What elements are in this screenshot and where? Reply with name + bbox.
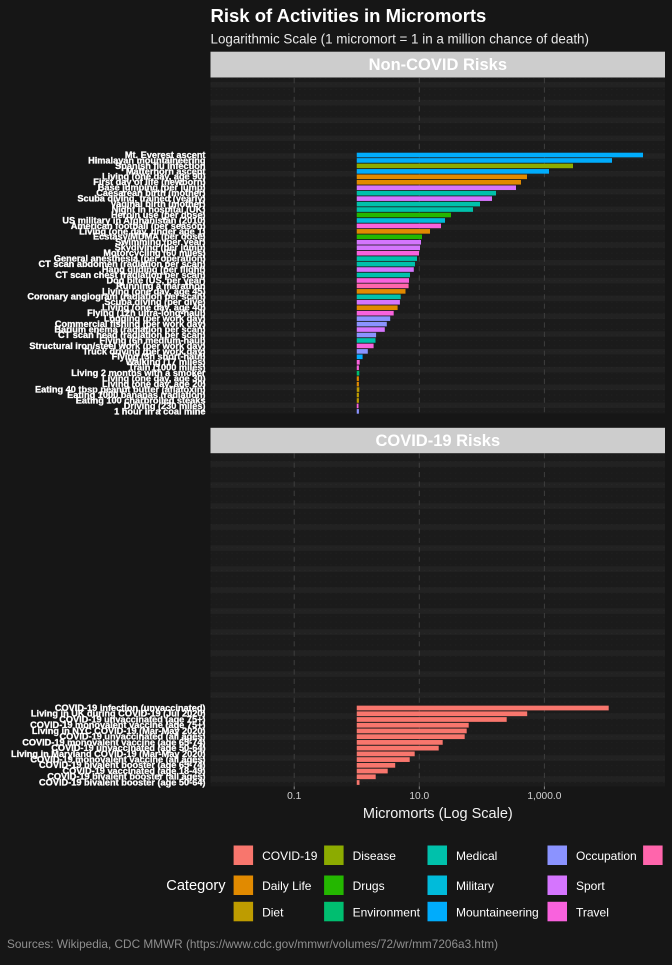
svg-text:Coronary angiogram (radiation: Coronary angiogram (radiation per scan) — [27, 292, 205, 302]
svg-text:Vaginal birth (mother): Vaginal birth (mother) — [111, 199, 206, 209]
svg-text:Category: Category — [166, 878, 226, 894]
svg-text:COVID-19 monovalent vaccine (a: COVID-19 monovalent vaccine (age 75+) — [30, 720, 205, 730]
svg-text:US military in Afghanistan (20: US military in Afghanistan (2010) — [62, 215, 205, 225]
svg-text:Hang gliding (per flight): Hang gliding (per flight) — [102, 264, 206, 274]
svg-text:Heroin use (per dose): Heroin use (per dose) — [111, 210, 205, 220]
svg-text:COVID-19 unvaccinated (age 75+: COVID-19 unvaccinated (age 75+) — [59, 714, 205, 724]
svg-text:COVID-19 bivalent booster (age: COVID-19 bivalent booster (age 50-64) — [39, 777, 205, 787]
svg-text:Commercial fishing (per work d: Commercial fishing (per work day) — [55, 319, 206, 329]
svg-text:Eating 40 tbsp peanut butter (: Eating 40 tbsp peanut butter (aflatoxin) — [35, 384, 206, 394]
svg-text:Matterhorn ascent: Matterhorn ascent — [126, 166, 206, 176]
svg-text:Logging (per work day): Logging (per work day) — [104, 314, 206, 324]
svg-text:Non-COVID Risks: Non-COVID Risks — [369, 56, 507, 74]
svg-text:Occupation: Occupation — [576, 849, 637, 863]
svg-text:Skydiving (per jump): Skydiving (per jump) — [115, 243, 206, 253]
svg-text:Living (one day, age 20): Living (one day, age 20) — [102, 379, 205, 389]
svg-text:Environment: Environment — [353, 905, 421, 919]
svg-text:Driving (230 miles): Driving (230 miles) — [124, 401, 206, 411]
svg-text:COVID-19 bivalent booster (age: COVID-19 bivalent booster (age 65-74) — [39, 760, 205, 770]
svg-text:COVID-19 bivalent booster (all: COVID-19 bivalent booster (all ages) — [47, 772, 205, 782]
svg-text:Risk of Activities in Micromor: Risk of Activities in Micromorts — [211, 5, 487, 26]
svg-text:Living in NYC COVID-19 (Mar-Ma: Living in NYC COVID-19 (Mar-May 2020) — [32, 726, 206, 736]
svg-text:Living (one day, age 90): Living (one day, age 90) — [102, 172, 205, 182]
svg-text:Travel: Travel — [576, 905, 609, 919]
svg-text:CT scan abdomen (radiation per: CT scan abdomen (radiation per scan) — [39, 259, 206, 269]
svg-text:Mt. Everest ascent: Mt. Everest ascent — [125, 150, 206, 160]
svg-text:Caesarean birth (mother): Caesarean birth (mother) — [96, 188, 205, 198]
svg-text:0.1: 0.1 — [287, 791, 301, 802]
svg-text:Mountaineering: Mountaineering — [456, 905, 539, 919]
svg-text:Dog bite (US, per year): Dog bite (US, per year) — [106, 275, 205, 285]
svg-text:Eating 1000 bananas (radiation: Eating 1000 bananas (radiation) — [67, 390, 205, 400]
svg-text:Medical: Medical — [456, 849, 497, 863]
svg-text:COVID-19 monovalent vaccine (a: COVID-19 monovalent vaccine (age 65-74) — [22, 737, 205, 747]
svg-text:Flying (12h ultra-long-haul): Flying (12h ultra-long-haul) — [87, 308, 205, 318]
svg-text:First day of life (newborn): First day of life (newborn) — [93, 177, 205, 187]
svg-text:Base jumping (per jump): Base jumping (per jump) — [98, 183, 206, 193]
svg-text:Living (one day, age 40): Living (one day, age 40) — [102, 303, 205, 313]
svg-text:Drugs: Drugs — [353, 879, 385, 893]
svg-text:COVID-19 Risks: COVID-19 Risks — [375, 432, 500, 450]
svg-text:Structural iron/steel work (pe: Structural iron/steel work (per work day… — [29, 341, 205, 351]
svg-text:Train (1000 miles): Train (1000 miles) — [128, 363, 205, 373]
svg-text:Living (one day, under age 1): Living (one day, under age 1) — [79, 226, 205, 236]
svg-text:Daily Life: Daily Life — [262, 879, 312, 893]
svg-text:Flying (6h medium-haul): Flying (6h medium-haul) — [99, 335, 205, 345]
svg-text:Walking (17 miles): Walking (17 miles) — [126, 357, 206, 367]
svg-text:Scuba diving, trained (yearly): Scuba diving, trained (yearly) — [77, 194, 205, 204]
svg-text:1 hour in a coal mine: 1 hour in a coal mine — [114, 406, 205, 416]
svg-text:COVID-19 vaccinated (age 18-49: COVID-19 vaccinated (age 18-49) — [63, 766, 206, 776]
svg-text:Logarithmic Scale (1 micromort: Logarithmic Scale (1 micromort = 1 in a … — [211, 32, 589, 47]
svg-text:Eating 100 charbroiled steaks: Eating 100 charbroiled steaks — [76, 395, 206, 405]
svg-text:American football (per season): American football (per season) — [71, 221, 206, 231]
svg-text:COVID-19 unvaccinated (all age: COVID-19 unvaccinated (all ages) — [59, 732, 205, 742]
svg-text:Living in UK during COVID-19 (: Living in UK during COVID-19 (Jul 2020) — [31, 709, 206, 719]
svg-text:Scuba diving (per dive): Scuba diving (per dive) — [104, 297, 205, 307]
svg-text:CT scan head (radiation per sc: CT scan head (radiation per scan) — [58, 330, 206, 340]
svg-text:Swimming (per year): Swimming (per year) — [115, 237, 205, 247]
svg-text:Living in Maryland COVID-19 (M: Living in Maryland COVID-19 (Mar-May 202… — [11, 749, 206, 759]
svg-text:Spanish flu infection: Spanish flu infection — [115, 161, 206, 171]
svg-text:COVID-19 monovalent vaccine (a: COVID-19 monovalent vaccine (all ages) — [30, 754, 205, 764]
svg-text:Living (one day, age 30): Living (one day, age 30) — [102, 374, 205, 384]
svg-text:Living 2 months with a smoker: Living 2 months with a smoker — [71, 368, 206, 378]
svg-text:10.0: 10.0 — [409, 791, 429, 802]
svg-text:Barium enema (radiation per sc: Barium enema (radiation per scan) — [54, 324, 205, 334]
svg-text:Himalayan mountaineering: Himalayan mountaineering — [88, 155, 205, 165]
svg-text:General anesthesia (per operat: General anesthesia (per operation) — [54, 254, 206, 264]
svg-text:COVID-19 unvaccinated (age 50-: COVID-19 unvaccinated (age 50-64) — [51, 743, 205, 753]
svg-text:Military: Military — [456, 879, 494, 893]
svg-text:1,000.0: 1,000.0 — [527, 791, 561, 802]
svg-text:Sources: Wikipedia, CDC MMWR (: Sources: Wikipedia, CDC MMWR (https://ww… — [7, 937, 498, 951]
svg-text:Running a marathon: Running a marathon — [116, 281, 206, 291]
svg-text:Sport: Sport — [576, 879, 605, 893]
svg-text:Living (one day, age 45): Living (one day, age 45) — [102, 286, 205, 296]
svg-text:Night in hospital (UK): Night in hospital (UK) — [112, 204, 206, 214]
svg-text:COVID-19: COVID-19 — [262, 849, 318, 863]
svg-text:Ecstasy/MDMA (per dose): Ecstasy/MDMA (per dose) — [93, 232, 206, 242]
svg-text:COVID-19 infection (unvaccinat: COVID-19 infection (unvaccinated) — [55, 703, 206, 713]
svg-text:CT scan chest (radiation per s: CT scan chest (radiation per scan) — [55, 270, 205, 280]
svg-text:Truck driving (per work day): Truck driving (per work day) — [82, 346, 205, 356]
svg-text:Micromorts (Log Scale): Micromorts (Log Scale) — [363, 806, 513, 822]
svg-text:Disease: Disease — [353, 849, 397, 863]
svg-text:Motorcycling (60 miles): Motorcycling (60 miles) — [103, 248, 205, 258]
svg-text:Flying (3h short-haul): Flying (3h short-haul) — [112, 352, 206, 362]
svg-text:Diet: Diet — [262, 905, 284, 919]
